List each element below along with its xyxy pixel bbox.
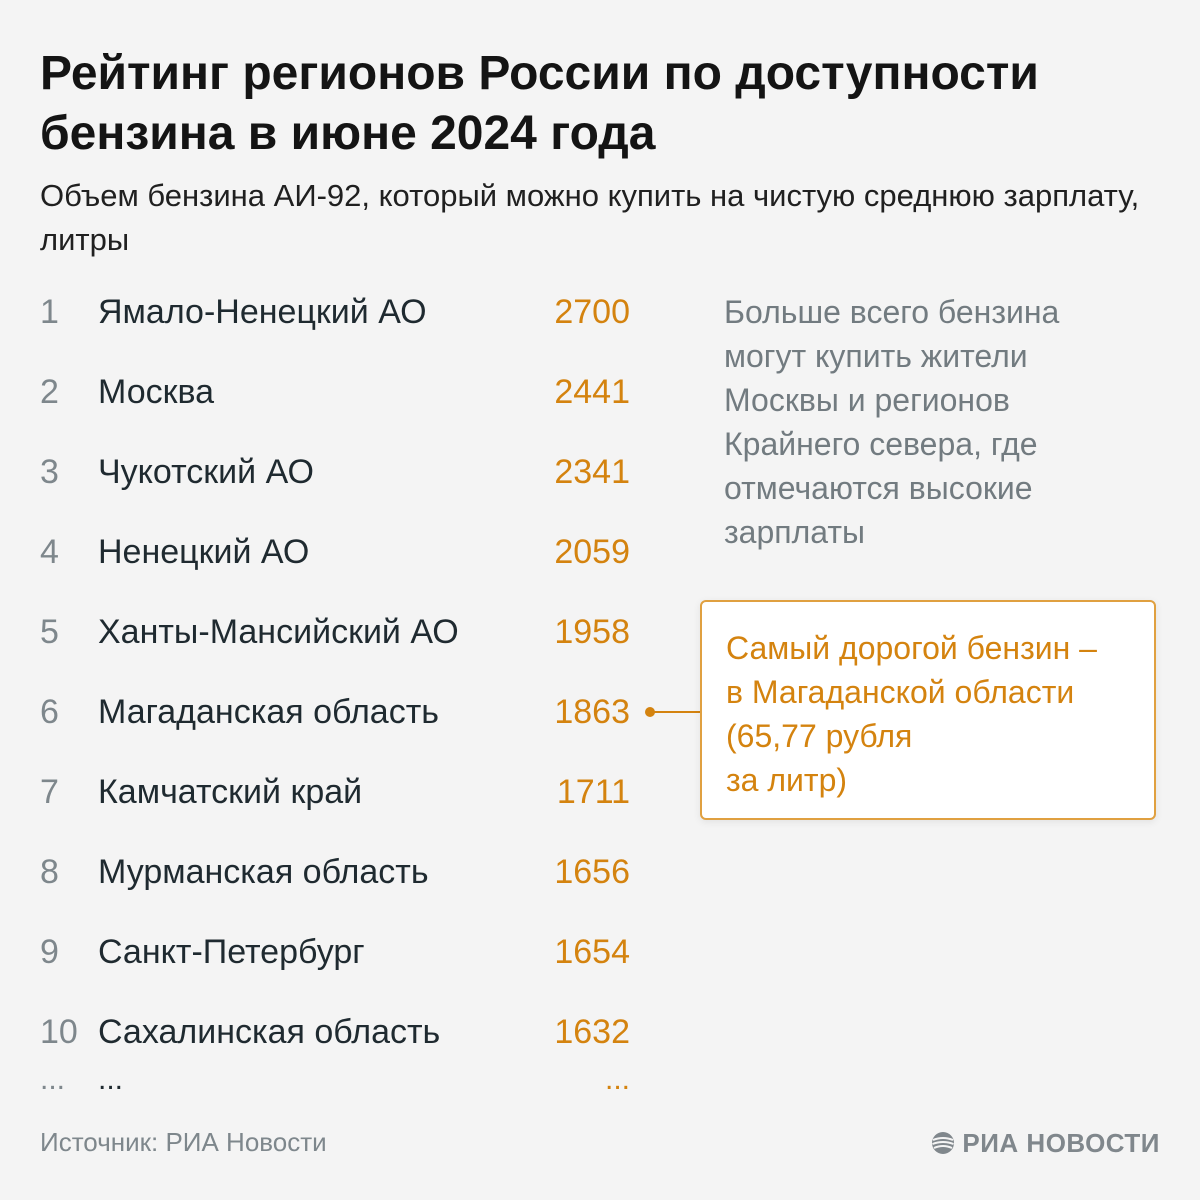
ria-logo-text: РИА НОВОСТИ	[962, 1128, 1160, 1158]
value-liters: 2341	[554, 453, 630, 491]
table-row: 2 Москва 2441	[40, 352, 640, 432]
region-name: Ненецкий АО	[98, 533, 310, 571]
continuation-value: ...	[604, 1063, 630, 1096]
callout-box: Самый дорогой бензин – в Магаданской обл…	[700, 600, 1156, 820]
rank-number: 8	[40, 853, 59, 891]
continuation-region: ...	[98, 1063, 124, 1096]
region-name: Мурманская область	[98, 853, 429, 891]
region-name: Ханты-Мансийский АО	[98, 613, 459, 651]
value-liters: 1711	[556, 773, 630, 811]
source-text: Источник: РИА Новости	[40, 1127, 327, 1157]
rank-number: 1	[40, 293, 59, 331]
value-liters: 2441	[554, 373, 630, 411]
rank-number: 3	[40, 453, 59, 491]
rank-number: 4	[40, 533, 59, 571]
value-liters: 1958	[554, 613, 630, 651]
table-row: 1 Ямало-Ненецкий АО 2700	[40, 272, 640, 352]
value-liters: 1654	[554, 933, 630, 971]
table-row: 5 Ханты-Мансийский АО 1958	[40, 592, 640, 672]
annotation-note: Больше всего бензина могут купить жители…	[724, 294, 1060, 550]
region-name: Москва	[98, 373, 215, 411]
region-name: Ямало-Ненецкий АО	[98, 293, 427, 331]
value-liters: 1632	[554, 1013, 630, 1051]
value-liters: 2059	[554, 533, 630, 571]
region-name: Магаданская область	[98, 693, 439, 731]
region-name: Камчатский край	[98, 773, 363, 811]
ria-logo: РИА НОВОСТИ	[930, 1126, 1160, 1160]
table-row: 10 Сахалинская область 1632	[40, 992, 640, 1072]
rank-number: 5	[40, 613, 59, 651]
rank-number: 9	[40, 933, 59, 971]
region-name: Сахалинская область	[98, 1013, 441, 1051]
value-liters: 2700	[554, 293, 630, 331]
rank-number: 7	[40, 773, 59, 811]
value-liters: 1863	[554, 693, 630, 731]
ranking-continuation: ... ... ...	[40, 1060, 630, 1100]
table-row: 3 Чукотский АО 2341	[40, 432, 640, 512]
page-subtitle: Объем бензина АИ-92, который можно купит…	[40, 178, 1140, 257]
table-row: 9 Санкт-Петербург 1654	[40, 912, 640, 992]
ranking-table: 1 Ямало-Ненецкий АО 2700 2 Москва 2441 3 Чукотс…	[40, 272, 640, 1072]
table-row: 4 Ненецкий АО 2059	[40, 512, 640, 592]
table-row: 7 Камчатский край 1711	[40, 752, 640, 832]
page-title: Рейтинг регионов России по доступности б…	[40, 47, 1039, 160]
region-name: Санкт-Петербург	[98, 933, 365, 971]
rank-number: 10	[40, 1013, 78, 1051]
continuation-rank: ...	[40, 1063, 66, 1096]
ria-globe-icon	[932, 1132, 955, 1154]
value-liters: 1656	[554, 853, 630, 891]
region-name: Чукотский АО	[98, 453, 314, 491]
table-row: 6 Магаданская область 1863	[40, 672, 640, 752]
rank-number: 2	[40, 373, 59, 411]
rank-number: 6	[40, 693, 59, 731]
table-row: 8 Мурманская область 1656	[40, 832, 640, 912]
callout-connector	[650, 711, 701, 713]
